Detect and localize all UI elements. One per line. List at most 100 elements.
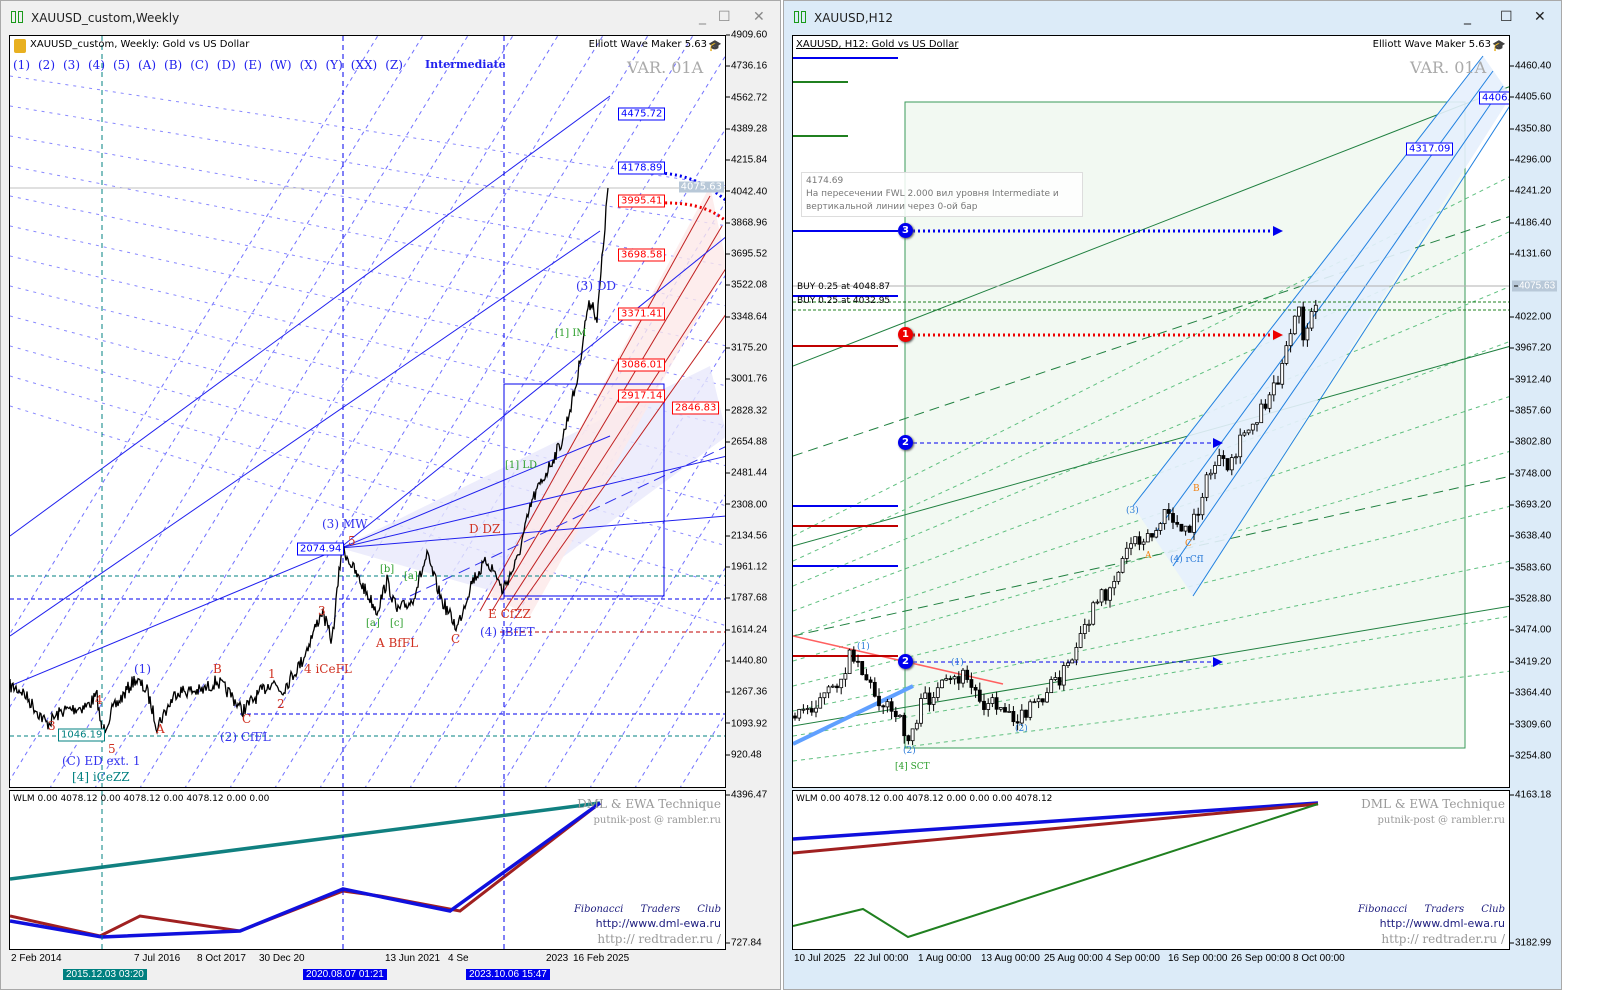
time-marker: 2015.12.03 03:20	[63, 969, 147, 980]
candle-body	[919, 698, 923, 724]
indicator-axis-top: 4163.18	[1510, 790, 1551, 801]
degree-selector[interactable]: Intermediate	[424, 58, 506, 71]
watermark-title: DML & EWA Technique	[1361, 797, 1505, 811]
wave-button-14[interactable]: (Z)	[385, 58, 403, 72]
minimize-button[interactable]: _	[1464, 9, 1471, 25]
wave-marker-badge[interactable]: 2	[898, 654, 913, 669]
wave-label: 1	[268, 667, 276, 681]
window-titlebar[interactable]: XAUUSD,H12 _ ☐ ✕	[784, 1, 1561, 35]
candle-body	[1263, 403, 1268, 409]
wave-button-6[interactable]: (B)	[164, 58, 183, 72]
wave-button-5[interactable]: (A)	[138, 58, 157, 72]
wave-label: 2	[277, 697, 285, 711]
candle-body	[877, 695, 881, 707]
window-titlebar[interactable]: XAUUSD_custom,Weekly _ ☐ ✕	[1, 1, 780, 35]
redtrader-link[interactable]: http:// redtrader.ru /	[597, 932, 721, 946]
club-label: Fibonacci Traders Club	[1357, 904, 1505, 915]
candle-body	[1208, 472, 1213, 476]
wlm-indicator-panel[interactable]: WLM 0.00 4078.12 0.00 4078.12 0.00 0.00 …	[792, 790, 1510, 950]
wave-button-8[interactable]: (D)	[216, 58, 236, 72]
price-axis[interactable]: 4460.40 4405.60 4350.80 4296.00 4241.20 4186.…	[1510, 35, 1562, 788]
maximize-button[interactable]: ☐	[1500, 9, 1513, 25]
candle-body	[1095, 601, 1100, 604]
close-button[interactable]: ✕	[753, 9, 765, 25]
candle-body	[893, 710, 898, 718]
red-channel-line	[515, 314, 725, 612]
graduation-cap-icon[interactable]: 🎓	[1492, 39, 1506, 52]
candle-body	[994, 697, 999, 710]
price-tick-label: 2654.88	[726, 436, 767, 447]
time-axis[interactable]: 10 Jul 2025 22 Jul 00:00 1 Aug 00:00 13 Aug…	[792, 951, 1510, 987]
main-chart-area[interactable]: XAUUSD, H12: Gold vs US Dollar Elliott W…	[792, 35, 1510, 788]
wave-label: C	[451, 632, 461, 646]
wlm-indicator-panel[interactable]: WLM 0.00 4078.12 0.00 4078.12 0.00 4078.…	[9, 790, 726, 950]
graduation-cap-icon[interactable]: 🎓	[708, 39, 722, 52]
fib-fan-line	[793, 670, 1509, 762]
candle-body	[902, 714, 907, 737]
price-tick-label: 2134.56	[726, 530, 767, 541]
time-marker: 2020.08.07 01:21	[303, 969, 387, 980]
wave-label: 3	[48, 719, 56, 733]
price-tick-label: 2481.44	[726, 468, 767, 479]
order-line-label[interactable]: BUY 0.25 at 4032.95	[797, 296, 891, 306]
candle-body	[1250, 423, 1255, 431]
price-level-label: 3995.41	[618, 194, 666, 208]
club-label: Fibonacci Traders Club	[573, 904, 721, 915]
price-tick-label: 4460.40	[1510, 61, 1551, 72]
candle-body	[948, 678, 953, 680]
candle-body	[1175, 521, 1180, 525]
wave-button-12[interactable]: (Y)	[325, 58, 343, 72]
dml-link[interactable]: http://www.dml-ewa.ru	[595, 917, 721, 930]
close-button[interactable]: ✕	[1534, 9, 1546, 25]
wave-button-10[interactable]: (W)	[269, 58, 292, 72]
window-title: XAUUSD_custom,Weekly	[31, 11, 180, 25]
candle-body	[927, 692, 932, 705]
wave-button-7[interactable]: (C)	[190, 58, 209, 72]
candle-body	[1066, 662, 1070, 666]
weekly-chart-window[interactable]: XAUUSD_custom,Weekly _ ☐ ✕ XAUUSD_custom…	[0, 0, 781, 990]
indicator-readout: WLM 0.00 4078.12 0.00 4078.12 0.00 0.00 …	[796, 794, 1053, 804]
wave-button-3[interactable]: (4)	[88, 58, 105, 72]
price-tick-label: 3638.40	[1510, 531, 1551, 542]
price-tick-label: 3748.00	[1510, 468, 1551, 479]
candle-body	[1116, 571, 1121, 582]
main-chart-area[interactable]: XAUUSD_custom, Weekly: Gold vs US Dollar…	[9, 35, 726, 788]
fib-fan-line	[793, 505, 1509, 687]
wave-button-0[interactable]: (1)	[13, 58, 30, 72]
wave-marker-badge[interactable]: 3	[898, 223, 913, 238]
wave-button-9[interactable]: (E)	[243, 58, 262, 72]
dml-link[interactable]: http://www.dml-ewa.ru	[1379, 917, 1505, 930]
candle-body	[1171, 513, 1175, 523]
candle-body	[1246, 429, 1251, 434]
wave-button-2[interactable]: (3)	[63, 58, 80, 72]
wave-button-4[interactable]: (5)	[113, 58, 130, 72]
candle-body	[1225, 458, 1230, 471]
candle-body	[1145, 533, 1150, 543]
wave-marker-badge[interactable]: 2	[898, 435, 913, 450]
wave-button-11[interactable]: (X)	[299, 58, 318, 72]
redtrader-link[interactable]: http:// redtrader.ru /	[1381, 932, 1505, 946]
wave-button-1[interactable]: (2)	[38, 58, 55, 72]
wave-marker-badge[interactable]: 1	[898, 327, 913, 342]
watermark-email: putnik-post @ rambler.ru	[1377, 815, 1505, 826]
maximize-button[interactable]: ☐	[718, 9, 731, 25]
wave-button-13[interactable]: (XX)	[350, 58, 378, 72]
red-channel-line	[479, 195, 711, 612]
h12-chart-window[interactable]: XAUUSD,H12 _ ☐ ✕ XAUUSD, H12: Gold vs US…	[783, 0, 1562, 990]
price-level-label: 3371.41	[618, 307, 666, 321]
minimize-button[interactable]: _	[699, 9, 706, 25]
variant-label: VAR. 01A	[627, 58, 704, 77]
candle-body	[969, 679, 974, 688]
time-axis[interactable]: 2 Feb 2014 7 Jul 2016 8 Oct 2017 30 Dec 20 1…	[9, 951, 726, 987]
candle-body	[1313, 304, 1318, 312]
price-tick-label: 3474.00	[1510, 625, 1551, 636]
price-axis[interactable]: 4909.60 4736.16 4562.72 4389.28 4215.84 4042.…	[726, 30, 781, 788]
wave-label: (2)	[1015, 724, 1028, 734]
wave-label: [1] LD	[505, 460, 538, 471]
price-tick-label: 1961.12	[726, 562, 767, 573]
tooltip-text: На пересечении FWL 2.000 вил уровня Inte…	[806, 189, 1059, 212]
order-line-label[interactable]: BUY 0.25 at 4048.87	[797, 282, 891, 292]
dashed-trend-line	[409, 446, 725, 597]
price-tick-label: 3364.40	[1510, 688, 1551, 699]
time-marker: 2023.10.06 15:47	[466, 969, 550, 980]
